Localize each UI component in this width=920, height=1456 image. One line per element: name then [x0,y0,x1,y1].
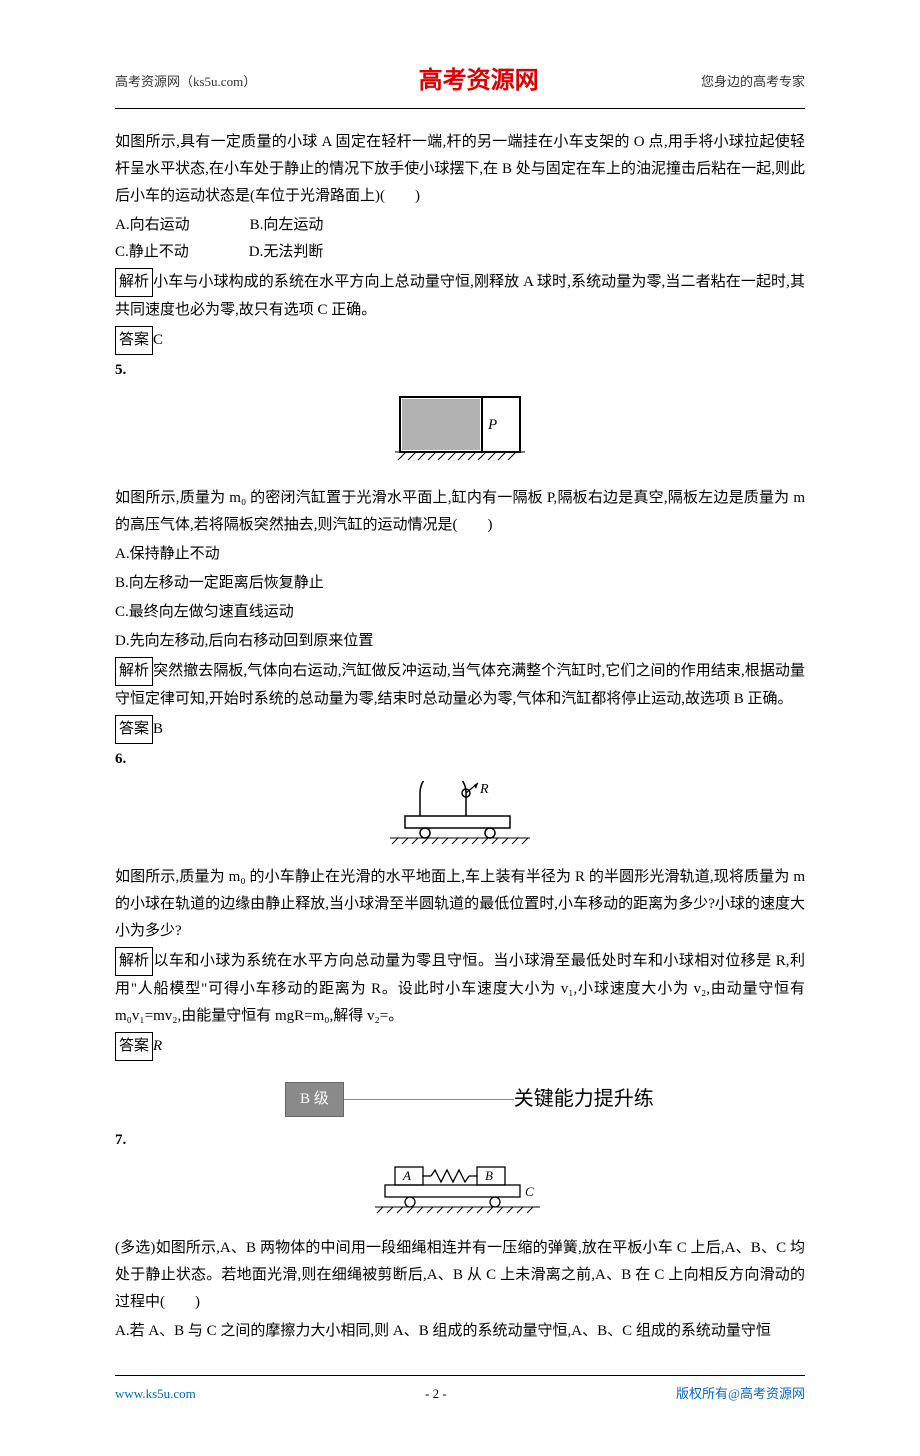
q4-answer-text: C [153,332,163,348]
footer-page-number: - 2 - [425,1382,447,1405]
q5-figure: P [115,392,805,477]
q6-answer: 答案R [115,1032,805,1061]
q6-answer-text: R [153,1038,162,1054]
q4-option-c: C.静止不动 [115,239,189,266]
main-content: 如图所示,具有一定质量的小球 A 固定在轻杆一端,杆的另一端挂在小车支架的 O … [115,129,805,1345]
header-left-text: 高考资源网（ks5u.com） [115,70,256,93]
answer-label: 答案 [115,326,153,355]
cylinder-diagram-icon: P [390,392,530,467]
q5-answer-text: B [153,721,163,737]
page-footer: www.ks5u.com - 2 - 版权所有@高考资源网 [115,1375,805,1405]
level-band: B 级 关键能力提升练 [115,1081,805,1117]
level-text: 关键能力提升练 [514,1081,654,1117]
q5-option-a: A.保持静止不动 [115,541,805,568]
spring-blocks-diagram-icon: A B C [365,1162,555,1217]
cart-track-diagram-icon: R [380,781,540,846]
q4-options-row2: C.静止不动 D.无法判断 [115,239,805,266]
q7-intro: (多选)如图所示,A、B 两物体的中间用一段细绳相连并有一压缩的弹簧,放在平板小… [115,1235,805,1316]
header-logo-text: 高考资源网 [419,60,539,103]
q4-option-d: D.无法判断 [249,239,324,266]
answer-label: 答案 [115,715,153,744]
q6-analysis: 解析以车和小球为系统在水平方向总动量为零且守恒。当小球滑至最低处时车和小球相对位… [115,947,805,1030]
analysis-label: 解析 [115,657,153,686]
q7-figure: A B C [115,1162,805,1227]
level-label: B 级 [285,1082,344,1117]
q7-number: 7. [115,1127,805,1154]
q6-figure: R [115,781,805,856]
q7-option-a: A.若 A、B 与 C 之间的摩擦力大小相同,则 A、B 组成的系统动量守恒,A… [115,1318,805,1345]
fig-b-label: B [485,1168,493,1183]
q4-intro: 如图所示,具有一定质量的小球 A 固定在轻杆一端,杆的另一端挂在小车支架的 O … [115,129,805,210]
page-header: 高考资源网（ks5u.com） 高考资源网 您身边的高考专家 [115,60,805,109]
q4-options-row1: A.向右运动 B.向左运动 [115,212,805,239]
fig-r-label: R [479,782,489,797]
fig-c-label: C [525,1184,534,1199]
q4-analysis-text: 小车与小球构成的系统在水平方向上总动量守恒,刚释放 A 球时,系统动量为零,当二… [115,274,805,318]
fig-p-label: P [487,417,497,433]
q6-intro: 如图所示,质量为 m₀ 的小车静止在光滑的水平地面上,车上装有半径为 R 的半圆… [115,864,805,945]
q4-analysis: 解析小车与小球构成的系统在水平方向上总动量守恒,刚释放 A 球时,系统动量为零,… [115,268,805,324]
q5-intro: 如图所示,质量为 m₀ 的密闭汽缸置于光滑水平面上,缸内有一隔板 P,隔板右边是… [115,485,805,539]
q5-answer: 答案B [115,715,805,744]
analysis-label: 解析 [115,947,153,976]
q4-option-a: A.向右运动 [115,212,190,239]
analysis-label: 解析 [115,268,153,297]
q4-option-b: B.向左运动 [250,212,324,239]
q5-option-d: D.先向左移动,后向右移动回到原来位置 [115,628,805,655]
q6-number: 6. [115,746,805,773]
q5-analysis-text: 突然撤去隔板,气体向右运动,汽缸做反冲运动,当气体充满整个汽缸时,它们之间的作用… [115,663,805,707]
footer-copyright: 版权所有@高考资源网 [676,1382,805,1405]
q6-analysis-text: 以车和小球为系统在水平方向总动量为零且守恒。当小球滑至最低处时车和小球相对位移是… [115,953,805,1024]
q4-answer: 答案C [115,326,805,355]
level-line [344,1099,514,1100]
q5-analysis: 解析突然撤去隔板,气体向右运动,汽缸做反冲运动,当气体充满整个汽缸时,它们之间的… [115,657,805,713]
header-right-text: 您身边的高考专家 [701,70,805,93]
fig-a-label: A [402,1168,411,1183]
q5-option-c: C.最终向左做匀速直线运动 [115,599,805,626]
answer-label: 答案 [115,1032,153,1061]
q5-option-b: B.向左移动一定距离后恢复静止 [115,570,805,597]
footer-url: www.ks5u.com [115,1382,196,1405]
q5-number: 5. [115,357,805,384]
